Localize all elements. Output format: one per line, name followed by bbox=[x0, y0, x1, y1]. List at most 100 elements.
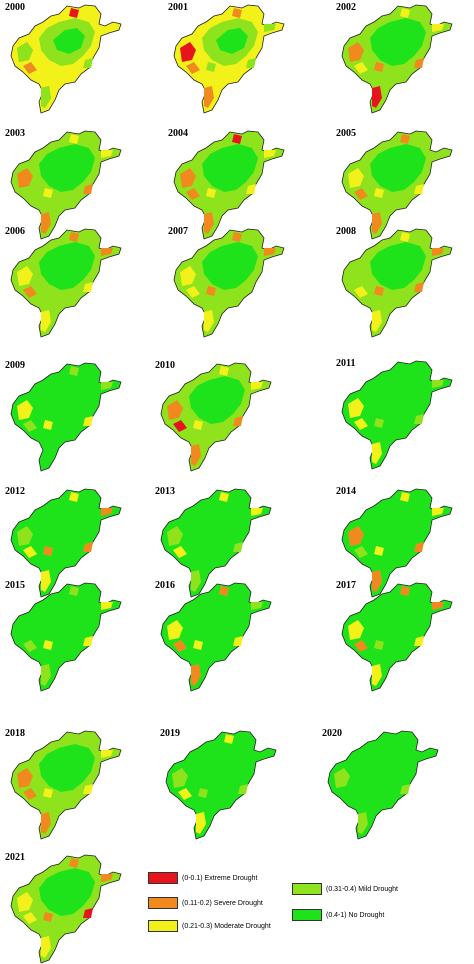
patch-mild bbox=[41, 664, 51, 686]
patch-severe bbox=[414, 542, 424, 552]
year-label: 2013 bbox=[155, 486, 175, 497]
drought-map-2020 bbox=[327, 730, 439, 840]
map-panel-2000: 2000 bbox=[5, 2, 125, 114]
patch-severe bbox=[372, 212, 382, 234]
map-panel-2005: 2005 bbox=[336, 128, 456, 240]
year-label: 2017 bbox=[336, 580, 356, 591]
region-core-inner bbox=[384, 384, 416, 410]
region-core-inner bbox=[203, 512, 235, 538]
map-panel-2017: 2017 bbox=[336, 580, 456, 692]
patch-moderate bbox=[414, 184, 424, 194]
patch-mild bbox=[233, 542, 243, 552]
patch-mild bbox=[23, 420, 37, 432]
year-label: 2005 bbox=[336, 128, 356, 139]
drought-map-2000 bbox=[10, 4, 122, 114]
year-label: 2018 bbox=[5, 728, 25, 739]
patch-moderate bbox=[43, 420, 53, 430]
patch-mild bbox=[354, 546, 368, 558]
legend-item-mild: (0.31-0.4) Mild Drought bbox=[292, 883, 398, 895]
patch-extreme bbox=[180, 42, 196, 62]
patch-mild bbox=[251, 602, 263, 610]
year-label: 2014 bbox=[336, 486, 356, 497]
map-panel-2001: 2001 bbox=[168, 2, 288, 114]
region-core-inner bbox=[208, 754, 240, 780]
year-label: 2003 bbox=[5, 128, 25, 139]
patch-moderate bbox=[178, 788, 192, 800]
year-label: 2019 bbox=[160, 728, 180, 739]
map-panel-2010: 2010 bbox=[155, 360, 275, 472]
patch-moderate bbox=[354, 62, 368, 74]
patch-mild bbox=[238, 784, 248, 794]
patch-moderate bbox=[204, 310, 214, 332]
legend-swatch-extreme bbox=[148, 872, 178, 884]
patch-moderate bbox=[167, 620, 183, 640]
legend-item-moderate: (0.21-0.3) Moderate Drought bbox=[148, 920, 271, 932]
patch-moderate bbox=[83, 784, 93, 794]
patch-severe bbox=[180, 168, 196, 188]
drought-map-2018 bbox=[10, 730, 122, 840]
patch-severe bbox=[372, 570, 382, 592]
drought-map-2002 bbox=[341, 4, 453, 114]
map-panel-2003: 2003 bbox=[5, 128, 125, 240]
patch-moderate bbox=[101, 750, 113, 758]
drought-map-2012 bbox=[10, 488, 122, 598]
map-panel-2021: 2021 bbox=[5, 852, 125, 964]
patch-mild bbox=[374, 640, 384, 650]
patch-severe bbox=[400, 586, 410, 596]
patch-moderate bbox=[206, 188, 216, 198]
drought-map-2013 bbox=[160, 488, 272, 598]
patch-mild bbox=[358, 812, 368, 834]
region-core-inner bbox=[53, 154, 85, 180]
patch-severe bbox=[206, 286, 216, 296]
patch-moderate bbox=[374, 188, 384, 198]
patch-moderate bbox=[43, 640, 53, 650]
patch-severe bbox=[17, 168, 33, 188]
year-label: 2008 bbox=[336, 226, 356, 237]
year-label: 2021 bbox=[5, 852, 25, 863]
map-panel-2019: 2019 bbox=[160, 728, 280, 840]
year-label: 2010 bbox=[155, 360, 175, 371]
patch-moderate bbox=[83, 282, 93, 292]
year-label: 2006 bbox=[5, 226, 25, 237]
patch-moderate bbox=[246, 184, 256, 194]
region-core-inner bbox=[203, 606, 235, 632]
patch-mild bbox=[206, 62, 216, 72]
patch-moderate bbox=[69, 492, 79, 502]
patch-moderate bbox=[43, 188, 53, 198]
region-core-inner bbox=[384, 28, 416, 54]
patch-severe bbox=[219, 586, 229, 596]
patch-severe bbox=[232, 232, 242, 242]
map-panel-2015: 2015 bbox=[5, 580, 125, 692]
patch-moderate bbox=[193, 420, 203, 430]
patch-moderate bbox=[196, 812, 206, 834]
patch-severe bbox=[186, 188, 200, 200]
patch-moderate bbox=[400, 492, 410, 502]
patch-mild bbox=[414, 414, 424, 424]
map-panel-2011: 2011 bbox=[336, 358, 456, 470]
map-panel-2013: 2013 bbox=[155, 486, 275, 598]
region-core-inner bbox=[53, 28, 85, 54]
patch-mild bbox=[191, 570, 201, 592]
patch-moderate bbox=[348, 398, 364, 418]
patch-extreme bbox=[173, 420, 187, 432]
year-label: 2000 bbox=[5, 2, 25, 13]
legend-item-severe: (0.11-0.2) Severe Drought bbox=[148, 897, 263, 909]
patch-severe bbox=[374, 286, 384, 296]
patch-moderate bbox=[83, 416, 93, 426]
patch-moderate bbox=[219, 492, 229, 502]
region-core-inner bbox=[384, 252, 416, 278]
patch-moderate bbox=[372, 664, 382, 686]
legend-swatch-mild bbox=[292, 883, 322, 895]
patch-mild bbox=[400, 784, 410, 794]
legend-swatch-none bbox=[292, 909, 322, 921]
patch-severe bbox=[101, 508, 113, 516]
patch-moderate bbox=[348, 620, 364, 640]
drought-map-2010 bbox=[160, 362, 272, 472]
patch-severe bbox=[204, 86, 214, 108]
year-label: 2002 bbox=[336, 2, 356, 13]
patch-severe bbox=[83, 542, 93, 552]
patch-moderate bbox=[348, 168, 364, 188]
patch-moderate bbox=[69, 134, 79, 144]
patch-severe bbox=[354, 188, 368, 200]
patch-moderate bbox=[186, 286, 200, 298]
